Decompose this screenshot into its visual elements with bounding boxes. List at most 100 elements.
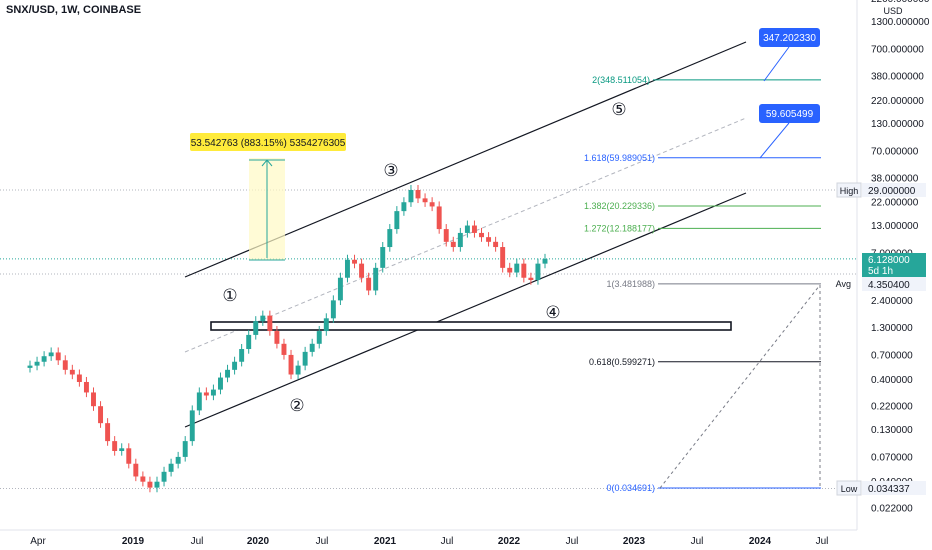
x-tick-label: 2019 (122, 536, 145, 547)
candle-body (175, 456, 181, 464)
candle-body (112, 441, 118, 451)
candle-body (387, 229, 393, 248)
wave-label-4: ④ (545, 303, 560, 322)
candle-body (69, 369, 75, 375)
y-tick-label: 2200.000000 (871, 0, 930, 5)
fib-level-label: 2(348.511054) (592, 75, 650, 85)
channel-lower-line[interactable] (184, 192, 747, 428)
y-tick-label: 13.000000 (871, 221, 919, 232)
candle-body (337, 277, 343, 301)
y-tick-label: 700.000000 (871, 44, 924, 55)
y-tick-label: 0.022000 (871, 504, 913, 515)
candle-body (189, 410, 195, 442)
candle-body (486, 237, 492, 242)
callout-pointer-2 (759, 122, 790, 159)
y-tick-label: 0.700000 (871, 350, 913, 361)
current-price-badge (862, 253, 926, 277)
y-tick-label: 0.400000 (871, 375, 913, 386)
candle-body (147, 481, 153, 488)
candle-body (380, 247, 386, 268)
candle-body (373, 267, 379, 291)
candle-body (27, 365, 33, 368)
candle-body (203, 392, 209, 396)
x-tick-label: 2020 (247, 536, 270, 547)
y-tick-label: 0.220000 (871, 402, 913, 413)
currency-label: USD (883, 6, 903, 16)
channel-mid-line[interactable] (184, 117, 747, 353)
candle-body (232, 361, 238, 370)
countdown-text: 5d 1h (868, 266, 893, 277)
candle-body (401, 202, 407, 212)
callout-box-1[interactable] (759, 28, 820, 47)
y-tick-label: 38.000000 (871, 174, 919, 185)
callout-box-2[interactable] (759, 104, 820, 123)
candle-body (528, 277, 534, 281)
candle-body (316, 331, 322, 344)
high-value-badge (862, 183, 926, 197)
candle-body (83, 381, 89, 393)
support-zone-box[interactable] (210, 321, 732, 331)
candle-body (119, 448, 125, 451)
candle-body (133, 463, 139, 477)
wave-label-3: ③ (383, 161, 398, 180)
candle-body (161, 471, 167, 482)
fib-level-label: 0(0.034691) (606, 483, 655, 493)
y-tick-label: 0.070000 (871, 452, 913, 463)
high-tag (836, 182, 862, 198)
candle-body (295, 365, 301, 375)
candle-body (422, 198, 428, 203)
x-axis-ticks: Apr 2019 Jul 2020 Jul 2021 Jul 2022 Jul 2023 Jul 20… (30, 536, 828, 547)
candle-body (323, 318, 329, 332)
candle-body (542, 258, 548, 264)
candle-body (140, 476, 146, 482)
fib-level-label: 0.618(0.599271) (589, 357, 655, 367)
candle-body (91, 392, 96, 407)
candle-body (154, 481, 160, 488)
candle-body (267, 315, 273, 332)
candle-body (210, 389, 216, 396)
wave-label-1: ① (222, 286, 237, 305)
y-tick-label: 1.300000 (871, 323, 913, 334)
x-tick-label: 2021 (374, 536, 397, 547)
candle-body (225, 369, 231, 378)
candle-body (253, 321, 259, 335)
y-tick-label: 1300.000000 (871, 17, 930, 28)
candle-body (239, 349, 245, 362)
x-tick-label: Jul (566, 536, 579, 547)
callout-pointer-1 (763, 46, 790, 82)
y-tick-label: 380.000000 (871, 72, 924, 83)
candle-body (62, 360, 68, 370)
low-value-badge (862, 481, 926, 495)
candlestick-series[interactable] (27, 184, 548, 493)
candle-body (394, 211, 400, 230)
candle-body (479, 232, 484, 238)
candle-body (98, 406, 104, 424)
candle-body (535, 263, 541, 281)
candle-body (344, 259, 350, 278)
wave-label-2: ② (289, 396, 304, 415)
candle-body (429, 202, 435, 207)
x-tick-label: 2022 (498, 536, 521, 547)
x-tick-label: 2024 (749, 536, 772, 547)
avg-value-text: 4.350400 (868, 280, 910, 291)
avg-tag-text: Avg (836, 279, 851, 289)
fib-extension-levels[interactable]: 2(348.511054) 1.618(59.989051) 1.382(20.22… (584, 75, 821, 493)
candle-body (246, 334, 252, 350)
low-tag-text: Low (841, 484, 858, 494)
candle-body (330, 300, 336, 319)
candle-body (507, 267, 513, 273)
y-tick-label: 2.400000 (871, 296, 913, 307)
candle-body (493, 241, 499, 248)
candle-body (126, 448, 132, 464)
fib-level-label: 1.618(59.989051) (584, 153, 655, 163)
candle-body (105, 423, 111, 442)
candle-body (309, 343, 315, 352)
candle-body (457, 232, 463, 248)
candle-body (471, 225, 477, 233)
candle-body (48, 352, 54, 357)
candle-body (55, 352, 61, 361)
x-tick-label: Jul (441, 536, 454, 547)
candle-body (41, 356, 47, 362)
candle-body (450, 241, 456, 248)
